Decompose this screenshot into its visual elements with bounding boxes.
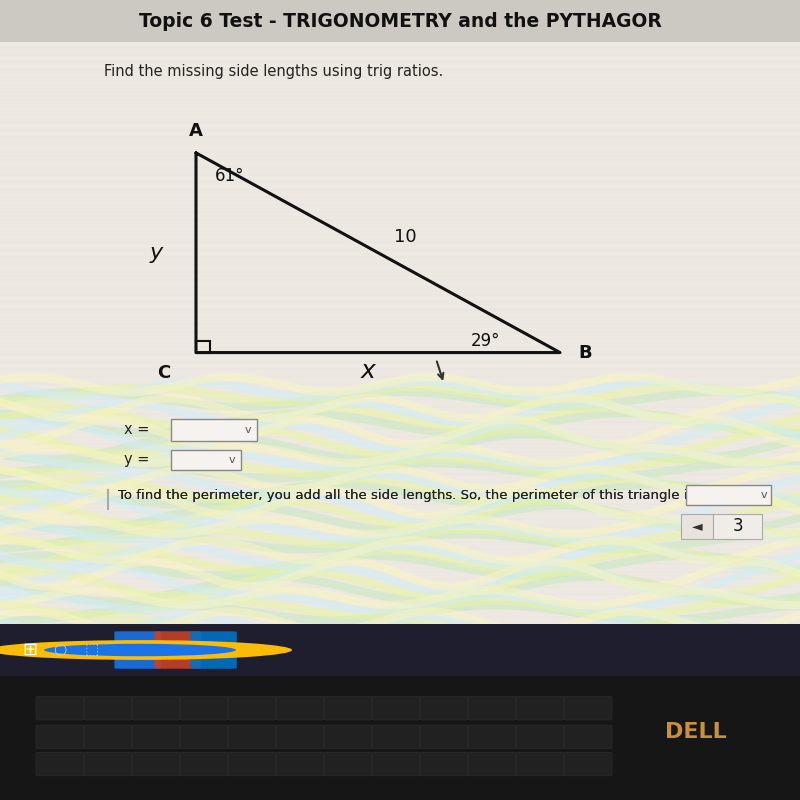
- FancyBboxPatch shape: [84, 752, 132, 776]
- Text: ⊞: ⊞: [23, 641, 38, 659]
- Text: To find the perimeter, you add all the side lengths. So, the perimeter of this t: To find the perimeter, you add all the s…: [118, 489, 694, 502]
- Text: y =: y =: [124, 452, 150, 467]
- Text: y: y: [150, 242, 162, 262]
- FancyBboxPatch shape: [84, 725, 132, 749]
- FancyBboxPatch shape: [36, 725, 84, 749]
- Text: 10: 10: [394, 228, 417, 246]
- Text: Find the missing side lengths using trig ratios.: Find the missing side lengths using trig…: [104, 64, 443, 79]
- Text: ◄: ◄: [691, 519, 702, 533]
- Bar: [0, 0, 800, 42]
- FancyBboxPatch shape: [372, 752, 420, 776]
- FancyBboxPatch shape: [324, 752, 372, 776]
- FancyBboxPatch shape: [180, 697, 228, 720]
- Text: A: A: [189, 122, 203, 141]
- FancyBboxPatch shape: [132, 697, 180, 720]
- FancyBboxPatch shape: [468, 752, 516, 776]
- Text: C: C: [157, 364, 170, 382]
- Text: 61°: 61°: [214, 167, 244, 185]
- FancyBboxPatch shape: [686, 485, 771, 505]
- Text: ⬚: ⬚: [85, 642, 99, 658]
- Text: To find the perimeter, you add all the side lengths. So, the perimeter of this t: To find the perimeter, you add all the s…: [118, 489, 694, 502]
- Text: DELL: DELL: [665, 722, 727, 742]
- FancyBboxPatch shape: [180, 725, 228, 749]
- FancyBboxPatch shape: [154, 631, 201, 669]
- Text: x: x: [361, 359, 375, 383]
- FancyBboxPatch shape: [132, 752, 180, 776]
- FancyBboxPatch shape: [681, 514, 713, 538]
- FancyBboxPatch shape: [324, 697, 372, 720]
- FancyBboxPatch shape: [84, 697, 132, 720]
- Text: B: B: [578, 343, 592, 362]
- FancyBboxPatch shape: [276, 752, 324, 776]
- FancyBboxPatch shape: [324, 725, 372, 749]
- FancyBboxPatch shape: [228, 697, 276, 720]
- Text: Topic 6 Test - TRIGONOMETRY and the PYTHAGOR: Topic 6 Test - TRIGONOMETRY and the PYTH…: [138, 12, 662, 30]
- Text: 29°: 29°: [470, 332, 500, 350]
- FancyBboxPatch shape: [564, 697, 612, 720]
- FancyBboxPatch shape: [276, 725, 324, 749]
- FancyBboxPatch shape: [516, 697, 564, 720]
- FancyBboxPatch shape: [420, 725, 468, 749]
- FancyBboxPatch shape: [713, 514, 762, 538]
- Text: v: v: [245, 425, 251, 435]
- FancyBboxPatch shape: [468, 725, 516, 749]
- FancyBboxPatch shape: [132, 725, 180, 749]
- FancyBboxPatch shape: [516, 752, 564, 776]
- FancyBboxPatch shape: [564, 725, 612, 749]
- FancyBboxPatch shape: [372, 725, 420, 749]
- Text: v: v: [229, 455, 235, 465]
- Text: v: v: [761, 490, 767, 500]
- FancyBboxPatch shape: [372, 697, 420, 720]
- FancyBboxPatch shape: [228, 752, 276, 776]
- FancyBboxPatch shape: [228, 725, 276, 749]
- FancyBboxPatch shape: [420, 752, 468, 776]
- FancyBboxPatch shape: [468, 697, 516, 720]
- FancyBboxPatch shape: [276, 697, 324, 720]
- FancyBboxPatch shape: [190, 631, 237, 669]
- FancyBboxPatch shape: [36, 752, 84, 776]
- FancyBboxPatch shape: [36, 697, 84, 720]
- Circle shape: [0, 640, 292, 660]
- FancyBboxPatch shape: [180, 752, 228, 776]
- Text: 3: 3: [732, 517, 743, 535]
- FancyBboxPatch shape: [171, 450, 241, 470]
- FancyBboxPatch shape: [171, 419, 257, 441]
- Circle shape: [44, 644, 236, 656]
- FancyBboxPatch shape: [420, 697, 468, 720]
- Text: x =: x =: [124, 422, 150, 438]
- Bar: [196, 342, 210, 353]
- FancyBboxPatch shape: [516, 725, 564, 749]
- FancyBboxPatch shape: [114, 631, 161, 669]
- Text: ○: ○: [54, 642, 66, 658]
- FancyBboxPatch shape: [564, 752, 612, 776]
